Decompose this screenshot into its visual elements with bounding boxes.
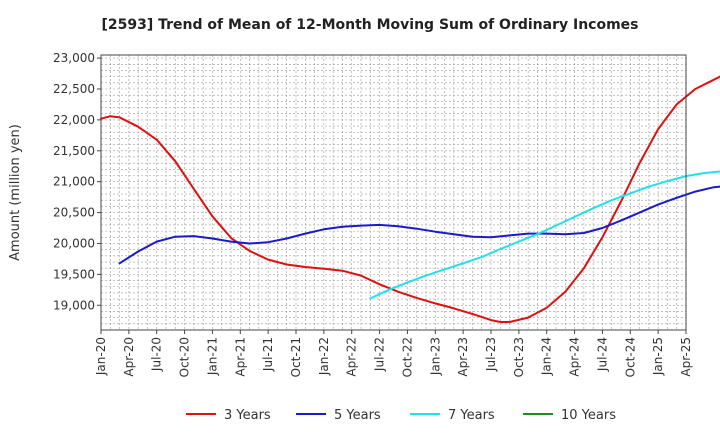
x-tick-label: Apr-23 bbox=[456, 337, 470, 377]
y-tick-label: 22,500 bbox=[53, 82, 95, 96]
x-tick-label: Jan-23 bbox=[428, 337, 442, 376]
x-tick-label: Apr-20 bbox=[122, 337, 136, 377]
y-tick-label: 20,000 bbox=[53, 236, 95, 250]
series-lines bbox=[100, 75, 720, 323]
grid bbox=[101, 55, 686, 331]
legend: 3 Years 5 Years 7 Years 10 Years bbox=[186, 408, 616, 423]
x-tick-label: Oct-22 bbox=[400, 337, 414, 377]
x-tick-label: Jan-21 bbox=[205, 337, 219, 376]
series-line-7-years bbox=[369, 170, 720, 300]
y-tick-label: 19,500 bbox=[53, 267, 95, 281]
x-axis-ticks: Jan-20 Apr-20 Jul-20 Oct-20 Jan-21 Apr-21 Jul-… bbox=[94, 330, 693, 377]
x-tick-label: Jul-24 bbox=[595, 337, 609, 372]
x-tick-label: Jul-21 bbox=[261, 337, 275, 372]
x-tick-label: Jul-22 bbox=[373, 337, 387, 372]
x-tick-label: Jan-24 bbox=[540, 337, 554, 376]
legend-label-3-years: 3 Years bbox=[224, 408, 271, 423]
y-axis-ticks: 19,000 19,500 20,000 20,500 21,000 21,500 22,0… bbox=[53, 51, 101, 312]
y-tick-label: 21,500 bbox=[53, 144, 95, 158]
x-tick-label: Jan-25 bbox=[651, 337, 665, 376]
x-tick-label: Jan-22 bbox=[317, 337, 331, 376]
series-line-5-years bbox=[118, 185, 720, 265]
x-tick-label: Jul-23 bbox=[484, 337, 498, 372]
y-tick-label: 23,000 bbox=[53, 51, 95, 65]
legend-label-5-years: 5 Years bbox=[334, 408, 381, 423]
x-tick-label: Apr-25 bbox=[679, 337, 693, 377]
legend-label-7-years: 7 Years bbox=[448, 408, 495, 423]
x-tick-label: Apr-24 bbox=[568, 337, 582, 377]
x-tick-label: Apr-22 bbox=[345, 337, 359, 377]
legend-label-10-years: 10 Years bbox=[561, 408, 616, 423]
x-tick-label: Oct-20 bbox=[178, 337, 192, 377]
y-tick-label: 22,000 bbox=[53, 113, 95, 127]
y-tick-label: 21,000 bbox=[53, 175, 95, 189]
x-tick-label: Oct-24 bbox=[623, 337, 637, 377]
y-tick-label: 20,500 bbox=[53, 206, 95, 220]
x-tick-label: Jan-20 bbox=[94, 337, 108, 376]
series-line-3-years bbox=[100, 75, 720, 323]
y-axis-label: Amount (million yen) bbox=[8, 124, 23, 261]
plot-frame bbox=[100, 54, 687, 331]
chart-title: [2593] Trend of Mean of 12-Month Moving … bbox=[101, 17, 638, 33]
x-tick-label: Apr-21 bbox=[233, 337, 247, 377]
x-tick-label: Jul-20 bbox=[150, 337, 164, 372]
x-tick-label: Oct-21 bbox=[289, 337, 303, 377]
y-tick-label: 19,000 bbox=[53, 298, 95, 312]
x-tick-label: Oct-23 bbox=[512, 337, 526, 377]
